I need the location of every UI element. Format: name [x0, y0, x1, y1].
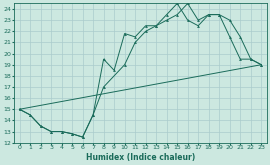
X-axis label: Humidex (Indice chaleur): Humidex (Indice chaleur)	[86, 152, 195, 162]
